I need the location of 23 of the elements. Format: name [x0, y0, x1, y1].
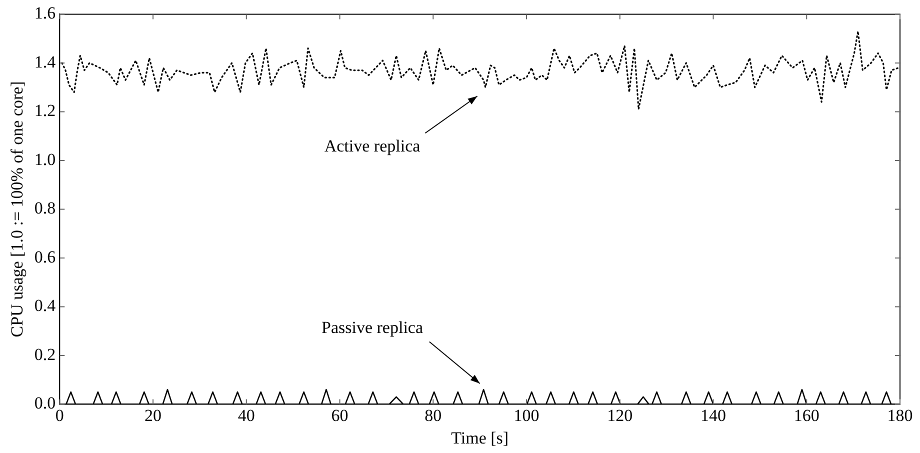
y-axis-title: CPU usage [1.0 := 100% of one core] [8, 81, 27, 338]
annotation: Passive replica [322, 318, 424, 338]
x-tick-label: 140 [700, 406, 726, 425]
x-tick-label: 20 [144, 406, 162, 425]
x-tick-label: 40 [238, 406, 255, 425]
x-axis-title: Time [s] [451, 428, 509, 448]
y-tick-label: 0.6 [34, 247, 56, 266]
x-tick-label: 160 [794, 406, 820, 425]
annotation: Active replica [324, 136, 421, 156]
y-tick-label: 1.4 [34, 52, 56, 72]
x-tick-label: 60 [331, 406, 348, 425]
y-tick-label: 1.0 [34, 150, 56, 169]
x-tick-label: 120 [607, 406, 633, 425]
x-tick-label: 180 [887, 406, 913, 425]
x-tick-label: 0 [55, 406, 64, 425]
y-tick-label: 0.0 [34, 394, 56, 413]
y-tick-label: 1.2 [34, 101, 56, 120]
y-tick-label: 0.4 [34, 296, 56, 316]
y-tick-label: 0.2 [34, 344, 56, 364]
x-tick-label: 80 [424, 406, 442, 425]
y-tick-label: 1.6 [34, 4, 56, 23]
x-tick-label: 100 [514, 406, 540, 425]
y-tick-label: 0.8 [34, 198, 56, 218]
